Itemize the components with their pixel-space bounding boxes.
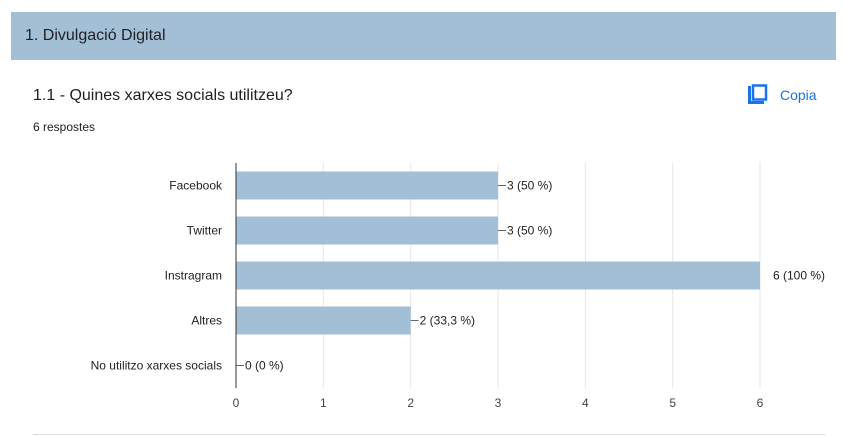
divider	[33, 434, 825, 435]
category-label-0: Facebook	[169, 179, 223, 193]
category-label-4: No utilitzo xarxes socials	[91, 359, 222, 373]
copy-label: Copia	[780, 87, 817, 103]
data-label-4: 0 (0 %)	[245, 359, 284, 373]
x-tick-label-5: 5	[669, 396, 676, 410]
data-label-3: 2 (33,3 %)	[420, 314, 475, 328]
category-label-3: Altres	[191, 314, 222, 328]
x-tick-label-0: 0	[233, 396, 240, 410]
section-header: 1. Divulgació Digital	[11, 12, 836, 60]
x-tick-label-6: 6	[757, 396, 764, 410]
bar-0	[236, 171, 498, 200]
data-label-1: 3 (50 %)	[507, 224, 552, 238]
x-tick-label-3: 3	[495, 396, 502, 410]
category-label-1: Twitter	[187, 224, 222, 238]
copy-icon	[748, 84, 768, 104]
x-tick-label-2: 2	[407, 396, 414, 410]
section-title: 1. Divulgació Digital	[25, 27, 166, 44]
data-label-0: 3 (50 %)	[507, 179, 552, 193]
category-label-2: Instragram	[165, 269, 222, 283]
bar-1	[236, 216, 498, 245]
data-label-2: 6 (100 %)	[773, 269, 825, 283]
question-title: 1.1 - Quines xarxes socials utilitzeu?	[33, 87, 293, 104]
response-count: 6 respostes	[33, 120, 96, 134]
bar-3	[236, 306, 411, 335]
x-tick-label-1: 1	[320, 396, 327, 410]
bar-2	[236, 261, 760, 290]
x-tick-label-4: 4	[582, 396, 589, 410]
copy-button[interactable]: Copia	[746, 84, 817, 106]
